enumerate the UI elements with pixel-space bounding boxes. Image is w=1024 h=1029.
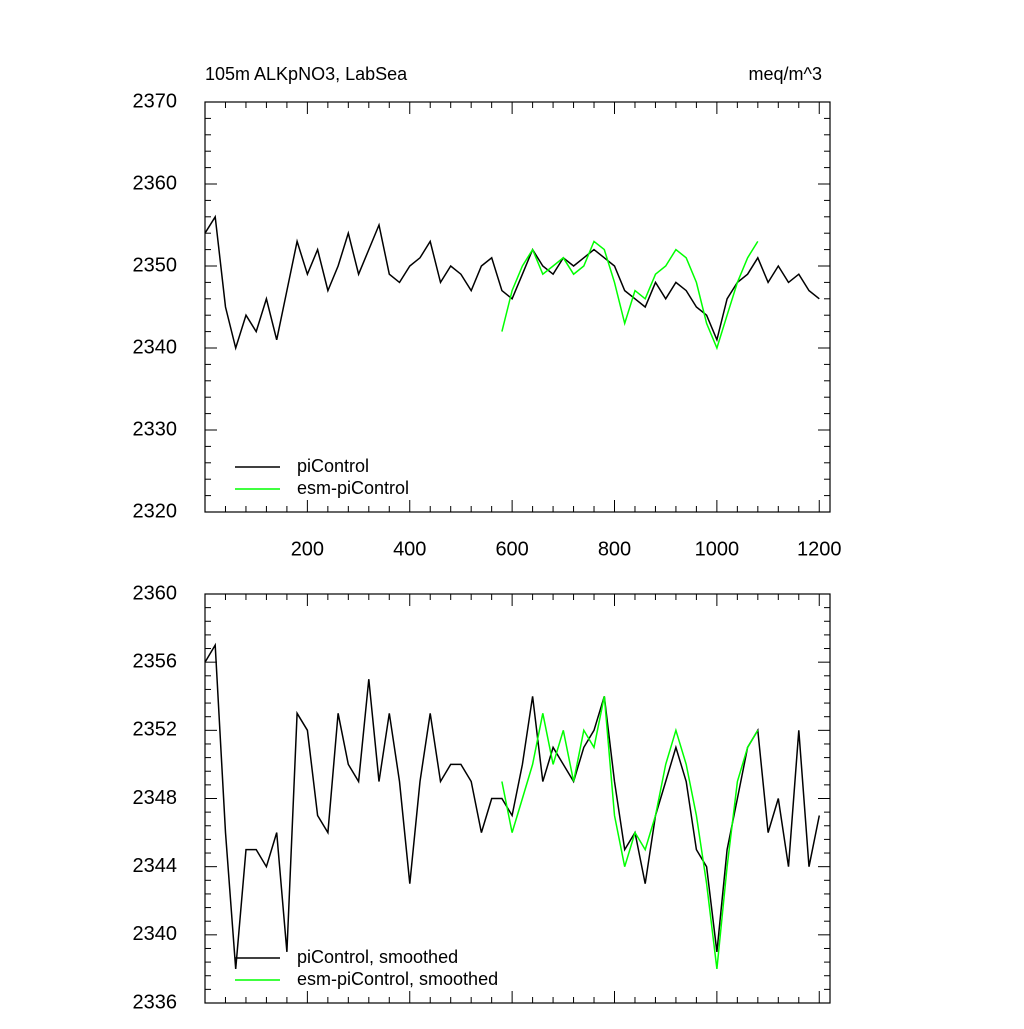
legend-label: esm-piControl, smoothed: [297, 969, 498, 989]
y-tick-label: 2340: [133, 923, 178, 945]
plot-frame: [204, 101, 831, 513]
x-tick-label: 1000: [695, 538, 740, 560]
data-line: [204, 642, 821, 969]
x-tick-label: 400: [393, 538, 426, 560]
y-tick-label: 2320: [133, 500, 178, 522]
y-tick-label: 2352: [133, 719, 178, 741]
y-tick-label: 2360: [133, 582, 178, 604]
plot-frame: [204, 593, 831, 1004]
data-line: [501, 696, 759, 969]
legend-label: esm-piControl: [297, 478, 409, 498]
y-tick-label: 2348: [133, 787, 178, 809]
y-tick-label: 2360: [133, 172, 178, 194]
chart-title: 105m ALKpNO3, LabSea: [205, 64, 408, 84]
y-tick-label: 2336: [133, 991, 178, 1013]
x-tick-label: 200: [291, 538, 324, 560]
x-tick-label: 1200: [797, 538, 842, 560]
y-tick-label: 2356: [133, 650, 178, 672]
legend-label: piControl, smoothed: [297, 947, 458, 967]
x-tick-label: 800: [598, 538, 631, 560]
y-tick-label: 2350: [133, 254, 178, 276]
data-line: [501, 240, 759, 351]
y-tick-label: 2344: [133, 855, 178, 877]
legend-label: piControl: [297, 456, 369, 476]
y-tick-label: 2330: [133, 418, 178, 440]
data-line: [204, 214, 820, 351]
units-label: meq/m^3: [749, 64, 822, 84]
x-tick-label: 600: [495, 538, 528, 560]
y-tick-label: 2370: [133, 90, 178, 112]
y-tick-label: 2340: [133, 336, 178, 358]
